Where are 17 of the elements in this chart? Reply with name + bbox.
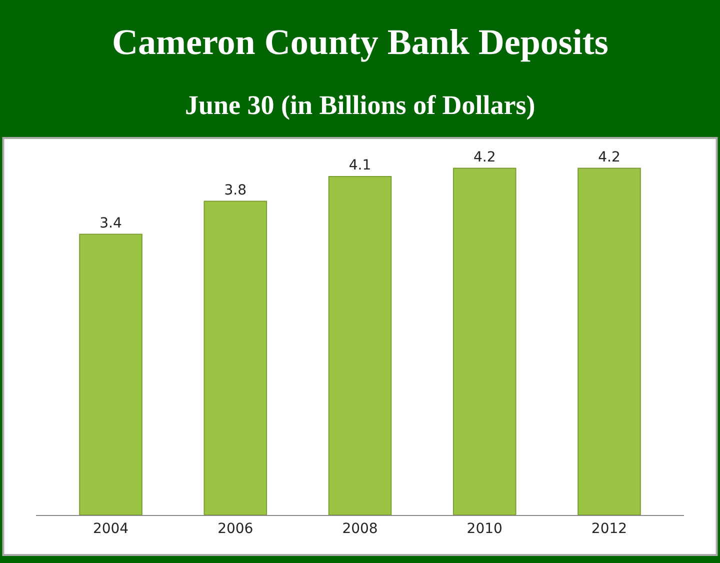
bar: [328, 176, 392, 515]
x-tick-label: 2010: [466, 520, 502, 537]
x-tick-label: 2008: [342, 520, 378, 537]
x-tick-label: 2004: [92, 520, 129, 537]
data-label: 4.2: [598, 149, 620, 166]
x-tick-label: 2006: [218, 520, 254, 537]
chart-title: Cameron County Bank Deposits: [112, 22, 608, 62]
data-label: 3.4: [100, 215, 122, 232]
bar: [452, 168, 516, 515]
bar: [204, 200, 268, 515]
data-label: 3.8: [224, 182, 247, 198]
chart-subtitle: June 30 (in Billions of Dollars): [185, 90, 536, 120]
x-tick-label: 2012: [591, 520, 628, 537]
data-label: 4.1: [348, 158, 372, 174]
data-label: 4.2: [473, 149, 496, 166]
bar: [578, 168, 641, 515]
bar: [79, 234, 142, 515]
